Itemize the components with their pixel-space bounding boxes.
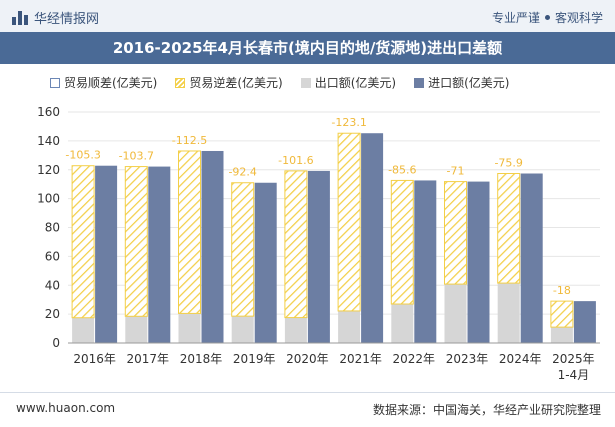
deficit-data-label: -101.6 — [278, 154, 313, 167]
export-bar — [231, 316, 254, 343]
brand[interactable]: 华经情报网 — [12, 8, 99, 27]
tagline-2: 客观科学 — [554, 11, 603, 25]
deficit-bar — [550, 300, 574, 328]
export-bar — [125, 316, 148, 343]
export-bar — [444, 284, 467, 343]
footer-divider — [0, 392, 615, 393]
import-bar — [467, 181, 490, 343]
deficit-bar — [71, 165, 95, 319]
y-tick-label: 120 — [37, 163, 60, 177]
x-tick-label: 2016年 — [73, 352, 116, 366]
deficit-data-label: -85.6 — [388, 163, 416, 176]
import-bar — [307, 170, 330, 343]
y-tick-label: 140 — [37, 134, 60, 148]
import-bar — [361, 133, 384, 343]
deficit-data-label: -112.5 — [172, 134, 207, 147]
deficit-bar — [178, 150, 201, 314]
deficit-data-label: -123.1 — [331, 116, 366, 129]
export-bar — [72, 317, 95, 343]
deficit-data-label: -92.4 — [228, 166, 256, 179]
deficit-bar — [390, 179, 414, 305]
legend-swatch-export — [300, 77, 311, 88]
footer-source: 数据来源：中国海关，华经产业研究院整理 — [372, 403, 601, 417]
export-bar — [497, 283, 520, 343]
y-tick-label: 160 — [37, 105, 60, 119]
dot-icon — [544, 15, 550, 20]
legend-swatch-import — [414, 77, 425, 88]
tagline: 专业严谨 客观科学 — [492, 9, 603, 26]
deficit-bar — [284, 170, 308, 319]
x-tick-label: 2019年 — [233, 352, 276, 366]
export-bar — [550, 327, 573, 343]
deficit-data-label: -105.3 — [65, 149, 100, 162]
deficit-bar — [444, 181, 467, 285]
tagline-1: 专业严谨 — [491, 11, 540, 25]
deficit-data-label: -103.7 — [119, 150, 154, 163]
export-bar — [284, 317, 307, 343]
x-tick-label: 2017年 — [127, 352, 170, 366]
y-tick-label: 60 — [45, 249, 60, 263]
deficit-bar — [497, 173, 521, 284]
legend-label-export: 出口额(亿美元) — [314, 76, 397, 90]
import-bar — [414, 180, 437, 343]
x-tick-label: 2024年 — [499, 352, 542, 366]
y-tick-label: 80 — [45, 221, 60, 235]
deficit-bar — [124, 166, 148, 317]
brand-name: 华经情报网 — [34, 12, 100, 27]
footer-website[interactable]: www.huaon.com — [16, 401, 116, 415]
import-bar — [520, 173, 543, 343]
import-bar — [95, 165, 118, 343]
chart-title: 2016-2025年4月长春市(境内目的地/货源地)进出口差额 — [0, 32, 615, 64]
import-bar — [573, 301, 596, 343]
x-tick-label: 1-4月 — [558, 368, 590, 382]
legend: 贸易顺差(亿美元) 贸易逆差(亿美元) 出口额(亿美元) 进口额(亿美元) — [50, 74, 510, 91]
y-tick-label: 0 — [52, 336, 60, 350]
x-tick-label: 2020年 — [286, 352, 329, 366]
legend-swatch-deficit — [175, 77, 186, 88]
x-tick-label: 2021年 — [339, 352, 382, 366]
top-bar: 华经情报网 专业严谨 客观科学 — [0, 0, 615, 32]
import-bar — [201, 150, 224, 343]
y-tick-label: 100 — [37, 192, 60, 206]
legend-swatch-surplus — [50, 77, 60, 88]
x-tick-label: 2018年 — [180, 352, 223, 366]
legend-surplus[interactable]: 贸易顺差(亿美元) — [50, 74, 157, 91]
import-bar — [254, 182, 277, 343]
export-bar — [338, 310, 361, 343]
legend-label-surplus: 贸易顺差(亿美元) — [64, 76, 158, 90]
legend-import[interactable]: 进口额(亿美元) — [414, 74, 510, 91]
legend-label-import: 进口额(亿美元) — [428, 76, 510, 90]
deficit-bar — [231, 182, 255, 317]
x-tick-label: 2023年 — [446, 352, 489, 366]
legend-label-deficit: 贸易逆差(亿美元) — [189, 76, 283, 90]
y-tick-label: 20 — [45, 307, 60, 321]
deficit-data-label: -71 — [447, 165, 465, 178]
deficit-data-label: -18 — [553, 284, 571, 297]
export-bar — [391, 304, 414, 343]
legend-deficit[interactable]: 贸易逆差(亿美元) — [175, 74, 283, 91]
import-bar — [148, 166, 171, 343]
export-bar — [178, 313, 201, 343]
deficit-bar — [337, 132, 361, 312]
bar-chart-icon — [12, 10, 28, 25]
x-tick-label: 2022年 — [393, 352, 436, 366]
deficit-data-label: -75.9 — [494, 157, 522, 170]
x-tick-label: 2025年 — [552, 352, 595, 366]
legend-export[interactable]: 出口额(亿美元) — [300, 74, 397, 91]
y-tick-label: 40 — [45, 278, 60, 292]
